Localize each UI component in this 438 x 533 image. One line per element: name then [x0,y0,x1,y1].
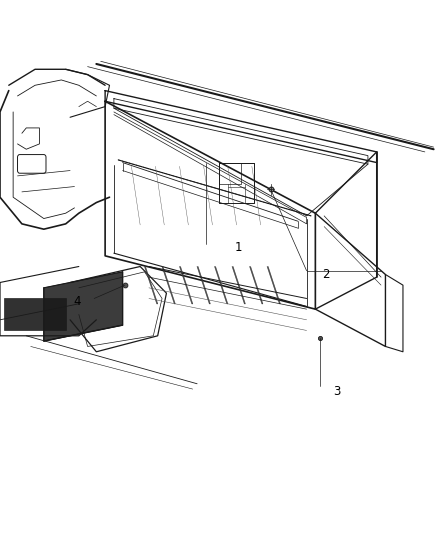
Text: 3: 3 [334,385,341,398]
Polygon shape [44,272,123,341]
Text: 1: 1 [235,241,243,254]
Text: 2: 2 [322,268,330,281]
Text: 4: 4 [73,295,81,308]
Polygon shape [4,298,66,330]
